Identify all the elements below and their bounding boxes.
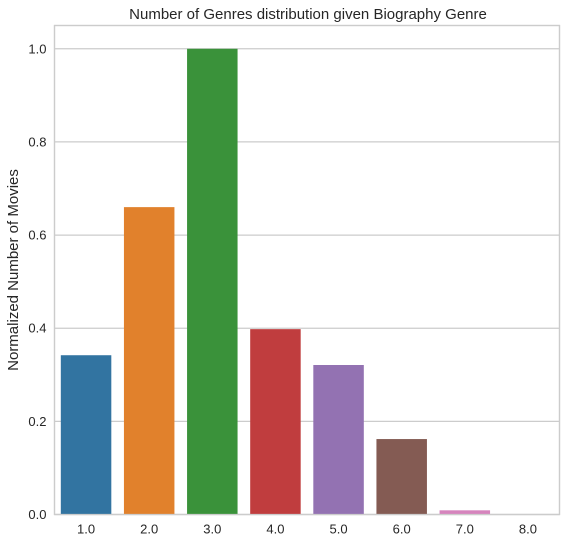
x-tick-label: 4.0 (266, 522, 284, 537)
x-tick-label: 8.0 (519, 522, 537, 537)
bar-3-0 (187, 48, 238, 515)
y-tick-label: 0.8 (28, 134, 46, 149)
x-tick-label: 6.0 (393, 522, 411, 537)
bar-7-0 (439, 510, 491, 515)
y-tick-label: 0.2 (28, 414, 46, 429)
y-tick-label: 0.4 (28, 321, 46, 336)
x-tick-label: 7.0 (456, 522, 474, 537)
y-tick-label: 0.0 (28, 507, 46, 522)
y-tick-label: 1.0 (28, 41, 46, 56)
x-tick-label: 1.0 (77, 522, 95, 537)
x-tick-labels: 1.0 2.0 3.0 4.0 5.0 6.0 7.0 8.0 (77, 522, 537, 537)
x-tick-label: 2.0 (140, 522, 158, 537)
y-tick-labels: 0.0 0.2 0.4 0.6 0.8 1.0 (28, 41, 46, 522)
y-tick-label: 0.6 (28, 228, 46, 243)
y-axis-label: Normalized Number of Movies (5, 169, 22, 371)
bar-1-0 (60, 355, 112, 515)
bar-5-0 (313, 365, 364, 515)
bar-6-0 (376, 439, 427, 515)
x-tick-label: 5.0 (330, 522, 348, 537)
bar-2-0 (123, 207, 175, 515)
bars (60, 48, 554, 515)
bar-4-0 (250, 329, 301, 515)
x-tick-label: 3.0 (203, 522, 221, 537)
chart-title: Number of Genres distribution given Biog… (129, 6, 487, 23)
plot-frame (53, 24, 561, 516)
